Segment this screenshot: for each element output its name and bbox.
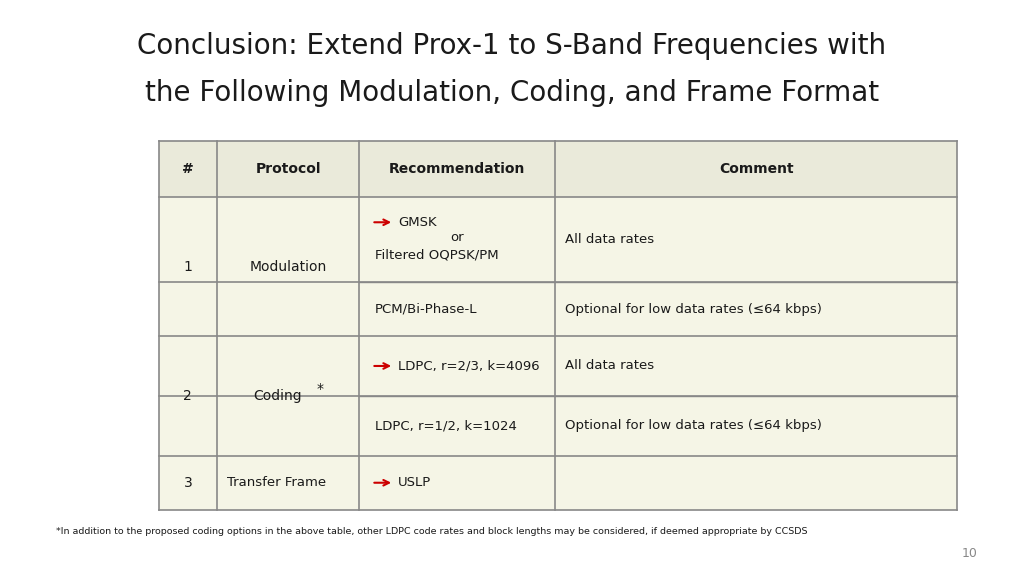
Text: Coding: Coding [254, 389, 302, 403]
Text: Optional for low data rates (≤64 kbps): Optional for low data rates (≤64 kbps) [565, 302, 822, 316]
Text: PCM/Bi-Phase-L: PCM/Bi-Phase-L [375, 302, 477, 316]
Text: *: * [316, 382, 324, 396]
Text: 10: 10 [962, 547, 978, 560]
Text: Conclusion: Extend Prox-1 to S-Band Frequencies with: Conclusion: Extend Prox-1 to S-Band Freq… [137, 32, 887, 60]
Text: LDPC, r=2/3, k=4096: LDPC, r=2/3, k=4096 [398, 359, 540, 373]
Text: Transfer Frame: Transfer Frame [227, 476, 327, 489]
Text: All data rates: All data rates [565, 359, 654, 373]
Text: USLP: USLP [398, 476, 431, 489]
Text: All data rates: All data rates [565, 233, 654, 246]
Text: Protocol: Protocol [255, 162, 321, 176]
Text: #: # [182, 162, 194, 176]
Text: Optional for low data rates (≤64 kbps): Optional for low data rates (≤64 kbps) [565, 419, 822, 433]
Text: 1: 1 [183, 260, 193, 274]
Text: Recommendation: Recommendation [389, 162, 525, 176]
Text: Filtered OQPSK/PM: Filtered OQPSK/PM [375, 248, 499, 261]
Text: GMSK: GMSK [398, 216, 436, 229]
Text: the Following Modulation, Coding, and Frame Format: the Following Modulation, Coding, and Fr… [145, 79, 879, 108]
Bar [159, 141, 957, 510]
Text: LDPC, r=1/2, k=1024: LDPC, r=1/2, k=1024 [375, 419, 516, 433]
Text: *In addition to the proposed coding options in the above table, other LDPC code : *In addition to the proposed coding opti… [56, 527, 808, 536]
Text: 3: 3 [183, 476, 193, 490]
Text: 2: 2 [183, 389, 193, 403]
Bar [159, 141, 957, 197]
Text: or: or [451, 232, 464, 244]
Text: Modulation: Modulation [250, 260, 327, 274]
Text: Comment: Comment [719, 162, 794, 176]
